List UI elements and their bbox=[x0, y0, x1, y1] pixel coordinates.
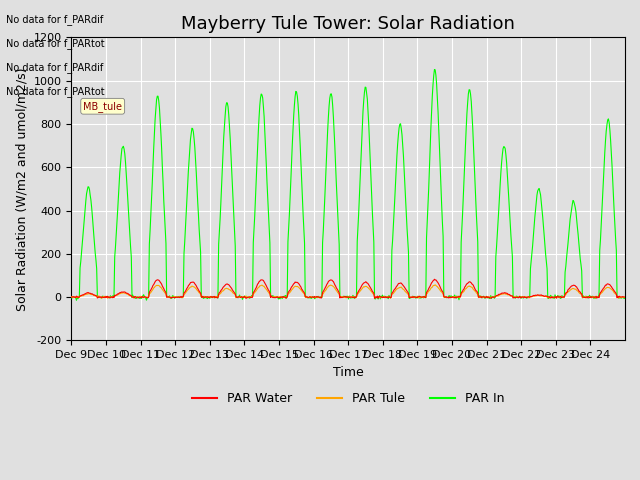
Text: No data for f_PARtot: No data for f_PARtot bbox=[6, 38, 105, 49]
Text: No data for f_PARtot: No data for f_PARtot bbox=[6, 86, 105, 97]
Y-axis label: Solar Radiation (W/m2 and umol/m2/s): Solar Radiation (W/m2 and umol/m2/s) bbox=[15, 67, 28, 311]
Text: No data for f_PARdif: No data for f_PARdif bbox=[6, 14, 104, 25]
Text: MB_tule: MB_tule bbox=[83, 101, 122, 112]
Title: Mayberry Tule Tower: Solar Radiation: Mayberry Tule Tower: Solar Radiation bbox=[181, 15, 515, 33]
X-axis label: Time: Time bbox=[333, 366, 364, 379]
Legend: PAR Water, PAR Tule, PAR In: PAR Water, PAR Tule, PAR In bbox=[187, 387, 509, 410]
Text: No data for f_PARdif: No data for f_PARdif bbox=[6, 62, 104, 73]
